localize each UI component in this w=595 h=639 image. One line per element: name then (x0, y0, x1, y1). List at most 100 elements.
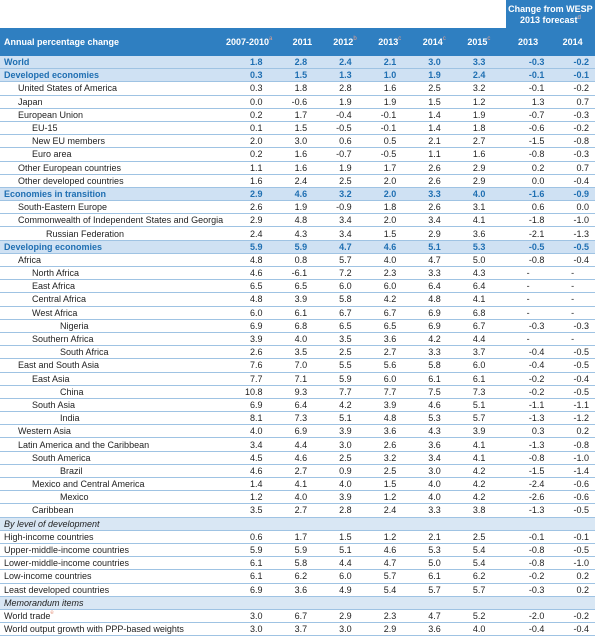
value-cell: 5.8 (315, 292, 360, 307)
value-cell: 4.1 (448, 213, 494, 228)
value-cell: 3.0 (270, 134, 316, 149)
value-cell: 4.0 (270, 332, 316, 347)
forecast-change-cell: -0.7 (505, 108, 551, 122)
value-cell: 7.3 (270, 411, 316, 426)
value-cell: 7.2 (315, 266, 360, 281)
forecast-title-line2: 2013 forecast (519, 15, 578, 25)
value-cell: 3.2 (448, 81, 494, 96)
table-row: China 10.8 9.3 7.7 7.7 7.5 7.3 -0.2 -0.5 (0, 385, 595, 399)
forecast-change-cell: - (550, 292, 595, 307)
forecast-change-cell: -0.2 (505, 569, 551, 584)
value-cell: 3.6 (404, 437, 449, 452)
row-label: Africa (0, 253, 226, 268)
row-label: Memorandum items (0, 596, 595, 610)
row-label-header: Annual percentage change (0, 28, 226, 56)
forecast-change-cell: 0.2 (550, 583, 595, 597)
row-label: Caribbean (0, 503, 226, 518)
forecast-change-cell: 0.3 (505, 424, 551, 439)
value-cell: 1.6 (359, 81, 405, 96)
value-cell: 2.9 (359, 622, 405, 637)
value-cell: 4.1 (448, 437, 494, 452)
row-label: Mexico (0, 490, 226, 505)
row-label: United States of America (0, 81, 226, 96)
value-cell: 1.7 (270, 108, 316, 122)
value-cell: 4.3 (404, 424, 449, 439)
forecast-change-cell: -1.4 (550, 464, 595, 479)
value-cell: -0.7 (315, 147, 360, 162)
table-row: Latin America and the Caribbean 3.4 4.4 3.0… (0, 437, 595, 452)
value-cell: 6.0 (359, 372, 405, 386)
col-header-6: 2015c (448, 28, 494, 56)
table-row: Mexico 1.2 4.0 3.9 1.2 4.0 4.2 -2.6 -0.6 (0, 490, 595, 505)
value-cell: 2.6 (404, 161, 449, 175)
value-cell: 4.8 (404, 292, 449, 307)
forecast-change-cell: - (505, 292, 551, 307)
value-cell: 2.7 (270, 464, 316, 479)
table-row: Low-income countries 6.1 6.2 6.0 5.7 6.1 6.2 -0… (0, 569, 595, 584)
forecast-change-cell: -0.1 (505, 530, 551, 544)
table-row: Lower-middle-income countries 6.1 5.8 4.4 4.… (0, 556, 595, 571)
value-cell: 7.7 (315, 385, 360, 399)
section-header-row: Memorandum items (0, 596, 595, 610)
forecast-change-cell: -1.0 (550, 556, 595, 571)
value-cell: 6.1 (404, 569, 449, 584)
forecast-change-cell: - (505, 266, 551, 281)
value-cell: 4.8 (225, 292, 271, 307)
forecast-change-cell: -0.2 (550, 56, 595, 70)
value-cell: 5.4 (359, 583, 405, 597)
value-cell: -0.9 (315, 200, 360, 215)
value-cell: 5.1 (404, 240, 449, 254)
forecast-change-cell: -0.5 (550, 503, 595, 518)
value-cell: -0.6 (270, 95, 316, 109)
value-cell: 1.2 (359, 490, 405, 505)
value-cell: 4.7 (404, 609, 449, 624)
value-cell: 0.6 (315, 134, 360, 149)
forecast-change-cell: -0.5 (505, 240, 551, 254)
value-cell: 4.7 (404, 253, 449, 268)
value-cell: 5.4 (448, 556, 494, 571)
forecast-change-cell: -0.5 (550, 543, 595, 558)
forecast-change-cell: 0.7 (550, 95, 595, 109)
table-row: High-income countries 0.6 1.7 1.5 1.2 2.1 2.5-… (0, 530, 595, 544)
value-cell: 5.3 (404, 411, 449, 426)
forecast-change-cell: -1.0 (550, 213, 595, 228)
value-cell: 1.9 (448, 108, 494, 122)
value-cell: 3.4 (404, 213, 449, 228)
value-cell: 1.8 (270, 81, 316, 96)
value-cell: 6.0 (315, 279, 360, 294)
value-cell: 3.6 (404, 622, 449, 637)
value-cell: 3.2 (359, 451, 405, 465)
value-cell: 3.2 (315, 187, 360, 202)
row-label: Upper-middle-income countries (0, 543, 226, 558)
value-cell: 6.5 (225, 279, 271, 294)
value-cell: 1.1 (225, 161, 271, 175)
value-cell: 4.1 (448, 451, 494, 465)
value-cell: 0.8 (270, 253, 316, 268)
value-cell: 3.7 (270, 622, 316, 637)
section-header-row: By level of development (0, 517, 595, 531)
forecast-change-cell: -1.2 (550, 411, 595, 426)
value-cell: 6.9 (404, 306, 449, 320)
value-cell: 0.5 (359, 134, 405, 149)
table-row: United States of America 0.3 1.8 2.8 1.6 2.5 3… (0, 81, 595, 96)
value-cell: 3.3 (404, 187, 449, 202)
forecast-change-cell: -1.3 (505, 437, 551, 452)
forecast-col-header-2: 2014 (550, 28, 595, 56)
forecast-header-row: Change from WESP 2013 forecastd (0, 0, 595, 28)
value-cell: 5.6 (359, 358, 405, 373)
row-label: Other developed countries (0, 174, 226, 188)
value-cell: 2.7 (270, 503, 316, 518)
forecast-change-cell: -0.9 (550, 187, 595, 202)
value-cell: 2.8 (315, 503, 360, 518)
value-cell: 6.7 (270, 609, 316, 624)
value-cell: 0.9 (315, 464, 360, 479)
forecast-change-cell: -0.4 (505, 358, 551, 373)
value-cell: 4.2 (315, 398, 360, 413)
value-cell: 7.3 (448, 385, 494, 399)
value-cell: 3.6 (359, 332, 405, 347)
forecast-change-cell: -0.4 (550, 372, 595, 386)
value-cell: 1.9 (404, 68, 449, 83)
col-header-1: 2007-2010a (225, 28, 272, 56)
value-cell: 4.0 (404, 490, 449, 505)
forecast-change-cell: -0.6 (550, 490, 595, 505)
